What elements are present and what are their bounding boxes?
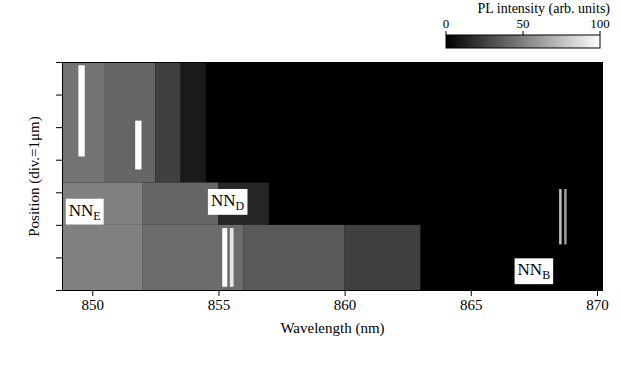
svg-text:850: 850 <box>82 297 105 313</box>
svg-text:100: 100 <box>590 16 610 31</box>
svg-text:Position (div.=1μm): Position (div.=1μm) <box>26 116 43 237</box>
svg-text:870: 870 <box>586 297 609 313</box>
svg-text:50: 50 <box>517 16 530 31</box>
svg-text:855: 855 <box>208 297 231 313</box>
svg-text:865: 865 <box>460 297 483 313</box>
svg-text:PL intensity (arb. units): PL intensity (arb. units) <box>478 1 611 17</box>
svg-text:NNB: NNB <box>518 260 551 282</box>
svg-text:0: 0 <box>443 16 450 31</box>
svg-text:860: 860 <box>334 297 357 313</box>
svg-text:NND: NND <box>211 191 245 213</box>
svg-text:NNE: NNE <box>69 201 101 223</box>
svg-text:Wavelength (nm): Wavelength (nm) <box>280 320 384 337</box>
